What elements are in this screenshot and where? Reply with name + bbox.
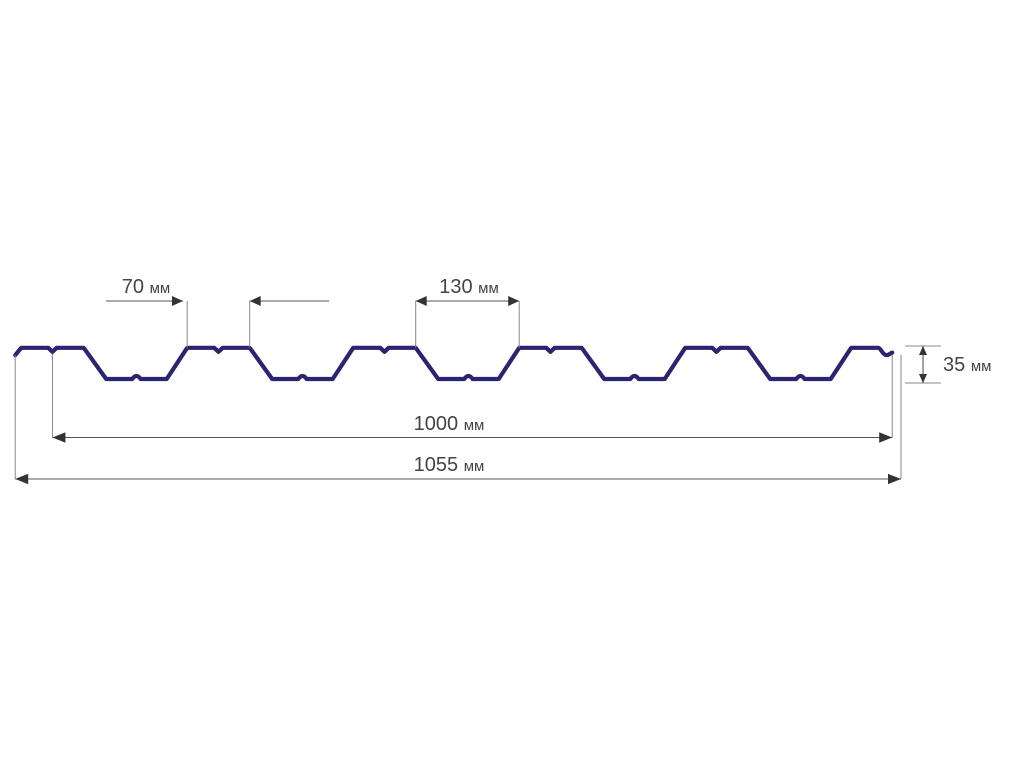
svg-text:1000 мм: 1000 мм [414, 413, 485, 435]
svg-text:1055 мм: 1055 мм [414, 454, 485, 476]
svg-text:35 мм: 35 мм [943, 354, 991, 376]
svg-text:70 мм: 70 мм [122, 276, 170, 298]
svg-text:130 мм: 130 мм [439, 276, 499, 298]
